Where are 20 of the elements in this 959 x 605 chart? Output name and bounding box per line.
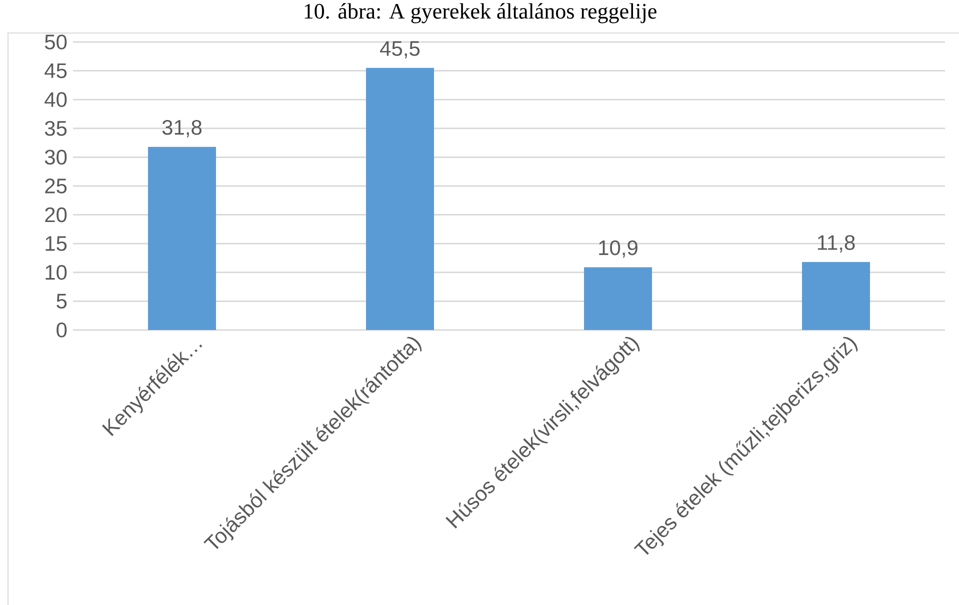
y-tick-label: 50: [44, 34, 67, 50]
y-tick-label: 40: [44, 92, 67, 108]
y-tick-label: 25: [45, 178, 67, 194]
data-label: 45,5: [380, 41, 420, 58]
y-tick-label: 45: [44, 63, 67, 78]
y-tick-label: 5: [56, 294, 67, 309]
y-tick-label: 10: [46, 264, 67, 280]
chart-title: 10. ábra: A gyerekek általános reggelije: [304, 3, 656, 24]
y-tick-label: 30: [44, 150, 67, 165]
bar: [148, 146, 216, 330]
data-label: 10,9: [599, 240, 638, 258]
bar: [584, 267, 652, 330]
bar: [366, 68, 434, 330]
y-tick-label: 0: [56, 322, 67, 338]
y-tick-label: 35: [44, 120, 67, 136]
data-label: 11,8: [818, 235, 855, 252]
data-label: 31,8: [162, 120, 202, 138]
bar: [802, 262, 870, 330]
y-tick-label: 15: [46, 236, 67, 251]
y-tick-label: 20: [45, 207, 67, 222]
